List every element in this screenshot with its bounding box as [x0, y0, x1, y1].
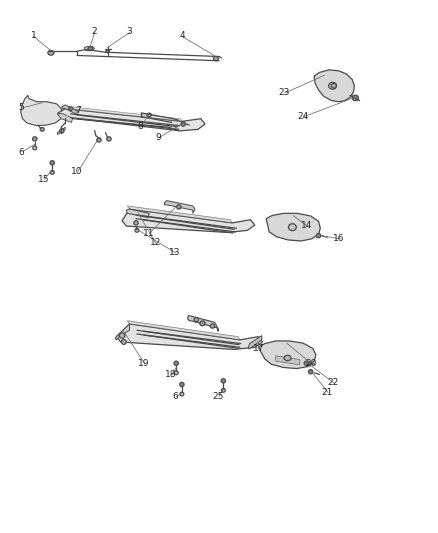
Ellipse shape: [180, 382, 184, 386]
Ellipse shape: [88, 47, 92, 51]
Text: 19: 19: [138, 359, 150, 368]
Ellipse shape: [308, 369, 313, 374]
Polygon shape: [57, 114, 73, 123]
Text: 23: 23: [278, 87, 290, 96]
Ellipse shape: [121, 340, 126, 344]
Ellipse shape: [97, 138, 101, 142]
Ellipse shape: [352, 95, 358, 101]
Ellipse shape: [328, 82, 336, 89]
Text: 6: 6: [19, 148, 25, 157]
Ellipse shape: [284, 356, 291, 361]
Text: 20: 20: [305, 359, 316, 368]
Polygon shape: [115, 324, 130, 340]
Polygon shape: [21, 95, 63, 126]
Polygon shape: [127, 206, 232, 223]
Ellipse shape: [40, 127, 44, 131]
Polygon shape: [57, 109, 205, 131]
Ellipse shape: [119, 333, 125, 338]
Text: 14: 14: [300, 221, 312, 230]
Text: 4: 4: [179, 31, 185, 40]
Ellipse shape: [221, 389, 225, 392]
Polygon shape: [117, 324, 263, 350]
Ellipse shape: [147, 113, 151, 117]
Polygon shape: [57, 127, 65, 135]
Ellipse shape: [69, 107, 73, 110]
Text: 15: 15: [38, 175, 49, 184]
Polygon shape: [276, 356, 300, 365]
Ellipse shape: [200, 321, 205, 326]
Ellipse shape: [48, 51, 54, 55]
Text: 11: 11: [142, 229, 154, 238]
Ellipse shape: [50, 171, 54, 174]
Ellipse shape: [134, 221, 138, 225]
Ellipse shape: [181, 122, 185, 126]
Text: 22: 22: [328, 378, 339, 387]
Polygon shape: [127, 209, 149, 217]
Ellipse shape: [50, 161, 54, 165]
Polygon shape: [164, 200, 195, 213]
Text: 25: 25: [212, 392, 224, 401]
Ellipse shape: [174, 371, 178, 375]
Ellipse shape: [107, 137, 111, 141]
Text: 1: 1: [31, 31, 36, 40]
Polygon shape: [127, 321, 240, 340]
Ellipse shape: [214, 56, 219, 61]
Ellipse shape: [316, 233, 321, 238]
Ellipse shape: [135, 229, 139, 232]
Ellipse shape: [33, 146, 37, 150]
Ellipse shape: [174, 361, 178, 366]
Text: 2: 2: [92, 27, 97, 36]
Ellipse shape: [106, 50, 110, 53]
Text: 6: 6: [173, 392, 178, 401]
Ellipse shape: [180, 392, 184, 396]
Text: 8: 8: [138, 122, 143, 131]
Text: 9: 9: [155, 133, 161, 142]
Text: 3: 3: [127, 27, 132, 36]
Polygon shape: [249, 336, 262, 349]
Text: 16: 16: [333, 234, 345, 243]
Text: 7: 7: [75, 106, 81, 115]
Ellipse shape: [32, 137, 37, 141]
Polygon shape: [63, 106, 182, 122]
Ellipse shape: [60, 129, 64, 133]
Ellipse shape: [288, 224, 296, 231]
Ellipse shape: [221, 378, 226, 383]
Text: 17: 17: [253, 344, 264, 353]
Text: 24: 24: [297, 111, 308, 120]
Text: 5: 5: [19, 102, 25, 111]
Text: 18: 18: [165, 370, 177, 379]
Text: 21: 21: [321, 388, 333, 397]
Polygon shape: [122, 209, 255, 232]
Ellipse shape: [331, 83, 336, 88]
Text: 13: 13: [169, 248, 180, 257]
Polygon shape: [258, 341, 316, 368]
Polygon shape: [85, 46, 95, 51]
Ellipse shape: [177, 205, 181, 209]
Text: 10: 10: [71, 167, 83, 176]
Polygon shape: [266, 213, 320, 241]
Ellipse shape: [194, 318, 198, 322]
Polygon shape: [314, 70, 354, 102]
Polygon shape: [187, 316, 218, 332]
Ellipse shape: [304, 361, 308, 366]
Text: 12: 12: [150, 238, 161, 247]
Ellipse shape: [210, 324, 215, 328]
Polygon shape: [62, 105, 77, 115]
